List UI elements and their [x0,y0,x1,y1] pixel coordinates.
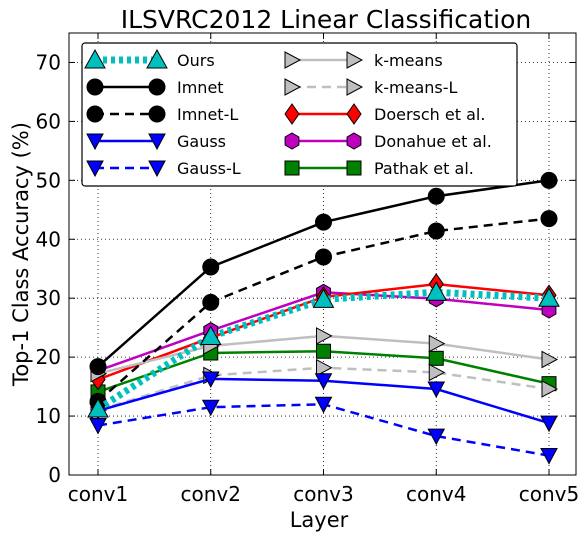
legend-marker-k-means-l [346,78,364,96]
y-tick-label: 20 [36,345,61,369]
data-point-imnet [89,358,107,376]
legend-marker-imnet-l [148,105,166,123]
data-point-imnet [202,258,220,276]
series-line-ours [96,288,550,412]
legend-label-gauss: Gauss [177,132,226,151]
data-point-ours [425,281,448,301]
legend-label-k-means-l: k-means-L [374,78,458,97]
legend-marker-gauss [86,133,104,151]
legend-label-k-means: k-means [374,51,443,70]
y-tick-label: 50 [36,168,61,192]
legend-marker-k-means [346,51,364,69]
legend-label-pathak-et-al: Pathak et al. [374,159,474,178]
series-gauss [89,371,558,433]
data-point-imnet-l [202,293,220,311]
data-point-imnet [315,213,332,231]
legend-label-ours: Ours [177,51,215,70]
series-group [87,171,560,465]
legend-label-donahue-et-al: Donahue et al. [374,132,492,151]
legend-label-gauss-l: Gauss-L [177,159,241,178]
y-tick-label: 0 [48,463,61,487]
legend-label-doersch-et-al: Doersch et al. [374,105,485,124]
data-point-k-means [541,350,559,369]
data-point-ours [199,325,222,346]
x-tick-label: conv1 [68,482,128,506]
data-point-k-means [316,327,333,345]
data-point-ours [538,287,560,307]
y-tick-label: 30 [36,286,61,310]
data-point-k-means [428,334,446,353]
legend-marker-k-means [284,51,302,69]
data-point-gauss-l [89,417,107,435]
legend-marker-doersch-et-al [346,103,362,125]
data-point-imnet-l [427,222,445,240]
y-tick-label: 70 [36,50,61,74]
plot-area-frame [68,32,577,476]
data-point-gauss [201,371,220,389]
legend-label-imnet: Imnet [177,78,224,97]
data-point-gauss [314,373,333,390]
legend: Ours Imnet Imnet-L Gauss Gauss-L k-means k-mea… [81,42,518,187]
legend-marker-imnet-l [86,105,104,123]
x-tick-label: conv3 [293,482,353,506]
legend-entry-gauss: Gauss [86,132,226,151]
legend-entry-donahue-et-al: Donahue et al. [284,132,492,151]
data-point-imnet [427,187,445,205]
data-point-pathak-et-al [428,350,444,366]
y-tick-label: 40 [36,227,61,251]
data-point-pathak-et-al [316,343,331,359]
data-point-ours [87,397,109,418]
data-point-gauss-l [201,399,220,417]
legend-label-imnet-l: Imnet-L [177,105,238,124]
x-tick-label: conv5 [519,482,579,506]
legend-marker-ours [146,48,168,69]
legend-marker-pathak-et-al [284,160,300,176]
legend-marker-imnet [148,78,166,96]
legend-marker-ours [84,48,106,69]
data-point-ours [312,288,335,308]
legend-entry-doersch-et-al: Doersch et al. [284,103,485,125]
axis-ticks: 0 10 20 30 40 50 60 70 conv1 conv2 conv3 conv4 conv5 [36,33,579,506]
chart-title: ILSVRC2012 Linear Classification [121,5,532,34]
legend-entry-imnet: Imnet [86,78,224,97]
legend-marker-pathak-et-al [346,160,362,176]
data-point-gauss-l [540,448,558,465]
legend-marker-donahue-et-al [346,132,362,150]
data-point-gauss [540,415,558,433]
data-point-k-means-l [428,363,446,382]
legend-marker-gauss-l [148,160,166,178]
x-axis-label: Layer [290,508,349,532]
legend-marker-imnet [86,78,104,96]
legend-entry-gauss-l: Gauss-L [86,159,241,178]
legend-entry-ours: Ours [84,48,215,70]
data-point-gauss-l [427,428,446,446]
legend-marker-gauss [148,133,166,151]
series-imnet [89,171,558,376]
legend-marker-k-means-l [284,78,302,96]
data-point-imnet [540,171,558,189]
x-tick-label: conv2 [181,482,241,506]
y-axis-label: Top-1 Class Accuracy (%) [9,122,33,387]
data-point-k-means-l [316,358,333,377]
y-tick-label: 10 [36,404,61,428]
x-tick-label: conv4 [406,482,466,506]
data-point-imnet-l [315,248,332,266]
legend-entry-k-means: k-means [284,51,443,70]
data-point-gauss-l [314,396,333,414]
legend-marker-gauss-l [86,160,104,178]
data-point-gauss [427,381,446,399]
data-point-imnet-l [540,210,558,228]
legend-marker-donahue-et-al [284,132,300,150]
y-tick-label: 60 [36,109,61,133]
data-point-k-means-l [541,380,559,398]
legend-entry-imnet-l: Imnet-L [86,105,238,124]
legend-entry-pathak-et-al: Pathak et al. [284,159,474,178]
legend-entry-k-means-l: k-means-L [284,78,458,97]
series-ours [87,281,560,418]
legend-marker-doersch-et-al [284,103,300,125]
